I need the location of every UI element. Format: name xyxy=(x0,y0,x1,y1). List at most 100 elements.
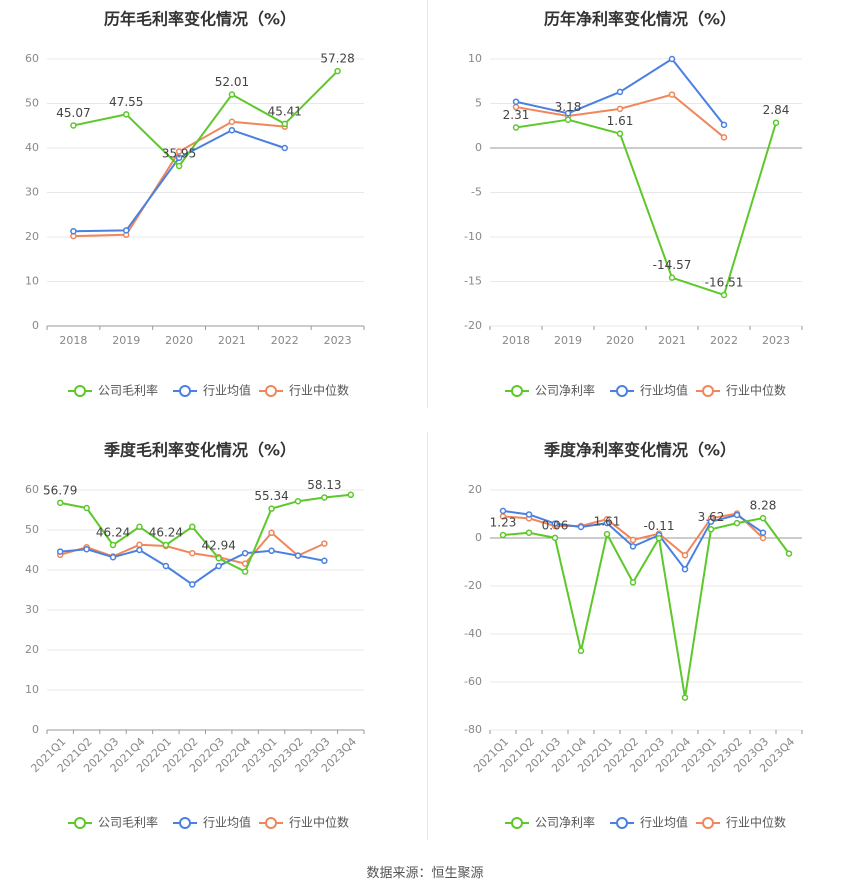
data-point-industry_avg xyxy=(268,547,275,555)
data-point-industry_avg xyxy=(321,557,328,565)
data-label: 46.24 xyxy=(149,526,183,540)
y-tick-label: 60 xyxy=(25,483,39,496)
data-label: 3.62 xyxy=(698,510,725,524)
y-tick-label: 0 xyxy=(32,319,39,332)
legend-label-industry_median: 行业中位数 xyxy=(289,383,349,398)
data-point-industry_median xyxy=(175,148,183,155)
legend-label-company: 公司净利率 xyxy=(535,383,595,398)
data-label: 57.28 xyxy=(320,52,354,66)
legend-marker-industry_avg xyxy=(616,385,628,397)
y-tick-label: 5 xyxy=(475,97,482,110)
data-point-company xyxy=(294,497,302,505)
series-line-company xyxy=(60,493,351,573)
data-point-company xyxy=(268,505,275,512)
data-point-industry_median xyxy=(616,105,624,113)
data-point-industry_median xyxy=(629,536,637,544)
data-point-company xyxy=(785,550,793,557)
data-label: 2.84 xyxy=(763,103,790,117)
data-label: 52.01 xyxy=(215,75,249,89)
data-label: 55.34 xyxy=(254,489,288,503)
y-tick-label: 30 xyxy=(25,603,39,616)
data-point-company xyxy=(668,274,676,281)
data-label: 56.79 xyxy=(43,483,77,497)
data-label: -14.57 xyxy=(653,258,692,272)
legend-marker-industry_median xyxy=(702,385,714,397)
legend-label-industry_avg: 行业均值 xyxy=(640,815,688,830)
y-tick-label: 20 xyxy=(468,483,482,496)
data-point-company xyxy=(720,291,728,299)
data-point-industry_avg xyxy=(603,519,611,527)
x-tick-label: 2022 xyxy=(710,334,738,347)
data-point-industry_avg xyxy=(564,110,572,117)
data-point-industry_avg xyxy=(281,144,288,152)
data-point-industry_avg xyxy=(215,562,222,570)
data-point-company xyxy=(499,531,507,539)
y-tick-label: 20 xyxy=(25,643,39,656)
data-point-industry_avg xyxy=(733,511,741,519)
y-tick-label: -20 xyxy=(464,579,482,592)
data-label: 45.07 xyxy=(56,106,90,120)
data-label: 8.28 xyxy=(750,499,777,513)
data-label: 35.95 xyxy=(162,147,196,161)
legend-marker-company xyxy=(74,817,86,829)
data-point-company xyxy=(56,499,64,507)
chart-panel-quarterly-net-margin: 季度净利率变化情况（%）-80-60-40-200202021Q12021Q22… xyxy=(464,441,803,830)
data-point-company xyxy=(321,494,328,501)
data-label: -16.51 xyxy=(705,275,744,289)
data-point-industry_avg xyxy=(175,154,183,162)
data-point-industry_avg xyxy=(668,55,676,63)
y-tick-label: 50 xyxy=(25,97,39,110)
data-point-industry_avg xyxy=(83,545,90,553)
data-label: -0.11 xyxy=(643,519,674,533)
data-label: 47.55 xyxy=(109,95,143,109)
x-tick-label: 2020 xyxy=(606,334,634,347)
data-point-company xyxy=(707,526,715,533)
data-point-industry_avg xyxy=(241,549,249,557)
data-point-company xyxy=(189,523,196,531)
y-tick-label: 0 xyxy=(475,531,482,544)
data-label: 3.18 xyxy=(555,100,582,114)
data-point-industry_avg xyxy=(123,227,130,234)
legend-label-company: 公司毛利率 xyxy=(98,383,158,398)
legend-label-industry_median: 行业中位数 xyxy=(289,815,349,830)
data-point-company xyxy=(681,694,689,701)
data-point-company xyxy=(347,491,355,499)
data-point-industry_avg xyxy=(629,543,637,550)
data-label: 45.41 xyxy=(268,104,302,118)
data-point-industry_avg xyxy=(720,121,728,129)
data-point-industry_avg xyxy=(109,553,117,561)
data-point-industry_median xyxy=(321,540,328,547)
data-point-company xyxy=(551,534,559,542)
data-label: 58.13 xyxy=(307,478,341,492)
data-point-industry_avg xyxy=(294,552,302,559)
legend-marker-company xyxy=(511,385,523,397)
y-tick-label: -10 xyxy=(464,230,482,243)
data-point-company xyxy=(215,554,222,562)
data-point-company xyxy=(334,67,341,75)
y-tick-label: -15 xyxy=(464,275,482,288)
y-tick-label: -20 xyxy=(464,319,482,332)
data-point-industry_avg xyxy=(56,548,64,555)
data-point-company xyxy=(228,91,236,98)
x-tick-label: 2018 xyxy=(59,334,87,347)
x-tick-label: 2019 xyxy=(554,334,582,347)
data-point-industry_avg xyxy=(228,126,236,134)
data-point-company xyxy=(123,111,130,118)
vertical-divider-bottom xyxy=(427,432,428,840)
legend-marker-industry_avg xyxy=(179,385,191,397)
y-tick-label: 40 xyxy=(25,563,39,576)
data-label: 1.61 xyxy=(607,114,634,128)
legend-marker-industry_median xyxy=(702,817,714,829)
legend-marker-industry_median xyxy=(265,817,277,829)
x-tick-label: 2023 xyxy=(762,334,790,347)
y-tick-label: 50 xyxy=(25,523,39,536)
legend-label-industry_avg: 行业均值 xyxy=(640,383,688,398)
y-tick-label: -40 xyxy=(464,627,482,640)
y-tick-label: 10 xyxy=(25,275,39,288)
series-line-industry_avg xyxy=(73,129,286,233)
data-point-company xyxy=(655,535,663,542)
x-tick-label: 2019 xyxy=(112,334,140,347)
chart-panel-quarterly-gross-margin: 季度毛利率变化情况（%）01020304050602021Q12021Q2202… xyxy=(25,441,365,830)
data-point-company xyxy=(512,124,520,131)
data-point-industry_median xyxy=(189,549,196,557)
